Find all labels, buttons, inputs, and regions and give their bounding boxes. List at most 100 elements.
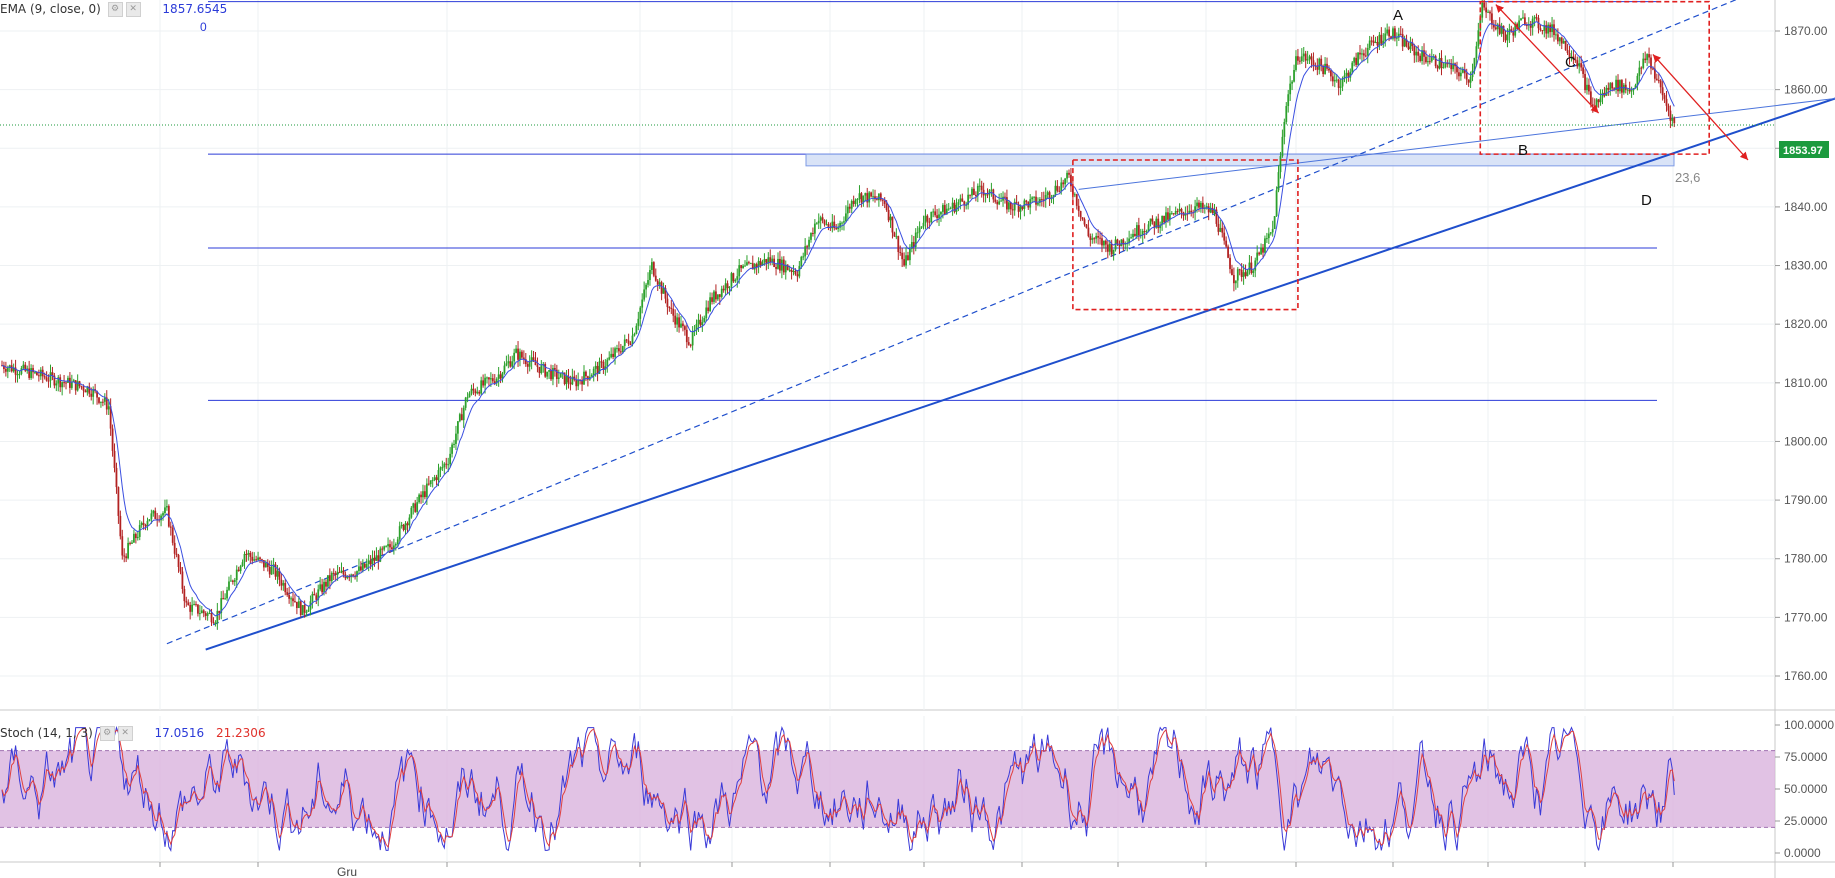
candle-body <box>841 222 843 224</box>
candle-body <box>464 397 467 408</box>
candle-body <box>243 553 246 563</box>
candle-body <box>1006 197 1008 210</box>
candle-body <box>1624 84 1627 90</box>
candle-body <box>297 601 300 609</box>
harmonic-pattern-layer[interactable] <box>1072 0 1749 311</box>
price-axis[interactable]: 1760.00 1770.00 1780.00 1790.00 1800.00 1810.… <box>1775 24 1828 683</box>
close-icon[interactable]: ✕ <box>125 2 141 17</box>
candle-body <box>340 570 343 573</box>
candle-body <box>1547 24 1550 34</box>
candle-body <box>1361 53 1363 55</box>
candle-body <box>703 318 706 323</box>
candle-body <box>425 483 428 498</box>
candle-body <box>1648 54 1650 58</box>
candle-body <box>971 188 973 196</box>
candle-body <box>534 360 537 366</box>
candle-body <box>1411 42 1414 47</box>
candle-body <box>1267 233 1270 239</box>
candle-body <box>455 433 457 444</box>
candle-body <box>800 256 803 267</box>
candle-body <box>1343 75 1346 79</box>
stoch-k-line <box>1 725 1675 853</box>
candle-body <box>664 288 667 299</box>
candle-body <box>976 185 979 196</box>
candle-body <box>404 523 407 530</box>
time-axis[interactable] <box>159 862 1674 867</box>
candle-body <box>1655 78 1658 81</box>
candle-body <box>930 211 933 223</box>
candle-body <box>870 192 873 197</box>
candle-body <box>301 605 304 615</box>
last-price-badge: 1853.97 <box>1779 141 1829 158</box>
candle-body <box>1075 194 1078 206</box>
settings-icon[interactable]: ⚙ <box>99 726 115 741</box>
candle-body <box>1326 63 1328 69</box>
candle-body <box>1190 210 1193 213</box>
settings-icon[interactable]: ⚙ <box>107 2 123 17</box>
candle-body <box>1106 244 1109 252</box>
candle-body <box>1298 60 1301 62</box>
candle-body <box>685 329 688 343</box>
candle-body <box>554 368 556 370</box>
trendline-solid[interactable] <box>205 97 1835 651</box>
candle-body <box>683 326 686 330</box>
candle-body <box>1405 39 1408 47</box>
candle-body <box>823 220 826 225</box>
candle-body <box>1240 269 1243 277</box>
candle-body <box>72 380 75 382</box>
stoch-legend: Stoch (14, 1, 3) ⚙ ✕ 17.0516 21.2306 <box>0 726 266 741</box>
candle-body <box>1042 199 1045 201</box>
candle-body <box>1116 239 1119 245</box>
candle-body <box>631 335 634 345</box>
candle-body <box>559 372 562 378</box>
candle-body <box>699 319 702 326</box>
candle-body <box>1168 213 1171 220</box>
candle-body <box>1114 239 1117 250</box>
candle-body <box>724 283 727 291</box>
candle-body <box>1279 156 1282 173</box>
candle-body <box>792 270 795 273</box>
price-tick-label: 1770.00 <box>1784 610 1828 624</box>
candle-body <box>220 598 223 614</box>
close-icon[interactable]: ✕ <box>117 726 133 741</box>
candle-body <box>1137 225 1140 236</box>
candle-body <box>439 467 442 471</box>
candle-body <box>286 592 289 595</box>
candle-body <box>453 443 455 445</box>
candle-body <box>765 259 768 264</box>
candle-body <box>1122 239 1125 245</box>
candle-body <box>361 563 364 571</box>
candle-body <box>1269 232 1272 234</box>
candle-body <box>18 373 21 375</box>
candle-body <box>20 368 23 374</box>
candle-body <box>819 217 822 221</box>
candle-body <box>1167 212 1169 220</box>
candle-body <box>1394 28 1396 39</box>
trendline-dashed[interactable] <box>166 0 1738 645</box>
candle-body <box>1068 172 1070 175</box>
candle-body <box>614 348 616 357</box>
candle-body <box>978 185 981 187</box>
candle-body <box>416 502 419 512</box>
candle-body <box>327 575 329 587</box>
candle-body <box>1613 88 1616 90</box>
candle-body <box>691 331 694 346</box>
candle-body <box>173 542 176 554</box>
candle-body <box>676 317 679 325</box>
trendline-thin[interactable] <box>1078 97 1835 190</box>
price-tick-label: 1780.00 <box>1784 552 1828 566</box>
candle-body <box>14 367 17 375</box>
candle-body <box>728 286 731 289</box>
pattern-box[interactable] <box>1072 159 1299 311</box>
candle-body <box>1265 238 1268 240</box>
leg-ab-arrow[interactable] <box>1495 4 1600 114</box>
candle-body <box>1615 79 1617 90</box>
candle-body <box>1275 190 1278 217</box>
candle-body <box>410 507 413 518</box>
candle-body <box>1258 252 1261 255</box>
candle-body <box>1663 95 1666 99</box>
candle-body <box>1576 60 1579 67</box>
leg-cd-arrow[interactable] <box>1652 54 1749 161</box>
candle-body <box>1044 194 1047 200</box>
